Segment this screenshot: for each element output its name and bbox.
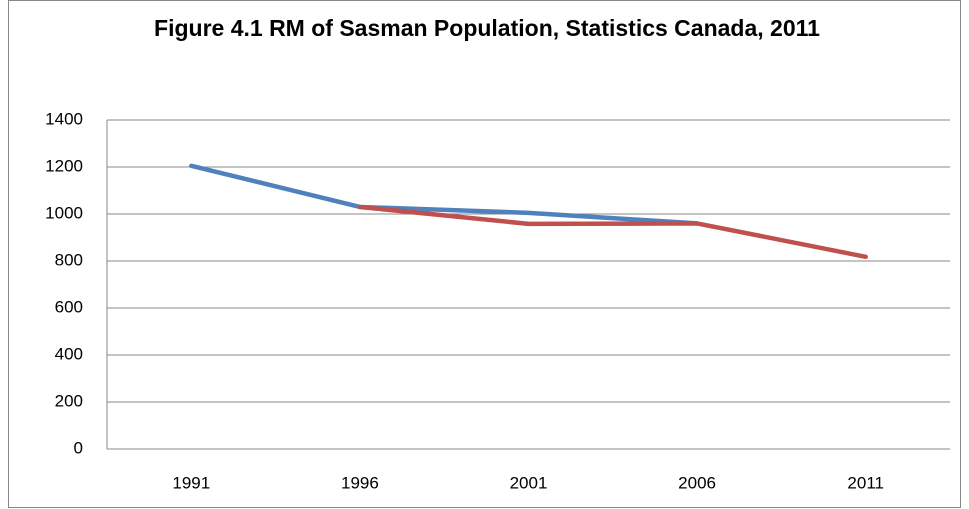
y-tick-label: 200 <box>55 391 83 410</box>
y-tick-label: 1200 <box>45 156 83 175</box>
y-tick-label: 600 <box>55 297 83 316</box>
line-series <box>357 204 868 260</box>
y-tick-label: 1400 <box>45 109 83 128</box>
x-tick-label: 1996 <box>341 473 379 492</box>
y-tick-label: 400 <box>55 344 83 363</box>
y-tick-label: 1000 <box>45 203 83 222</box>
line-series <box>189 163 700 226</box>
y-tick-label: 800 <box>55 250 83 269</box>
x-tick-label: 1991 <box>172 473 210 492</box>
x-tick-label: 2006 <box>678 473 716 492</box>
chart-title: Figure 4.1 RM of Sasman Population, Stat… <box>154 15 820 41</box>
x-tick-label: 2011 <box>847 473 884 492</box>
chart-border <box>8 0 961 508</box>
x-tick-label: 2001 <box>510 473 548 492</box>
y-tick-label: 0 <box>74 438 83 457</box>
